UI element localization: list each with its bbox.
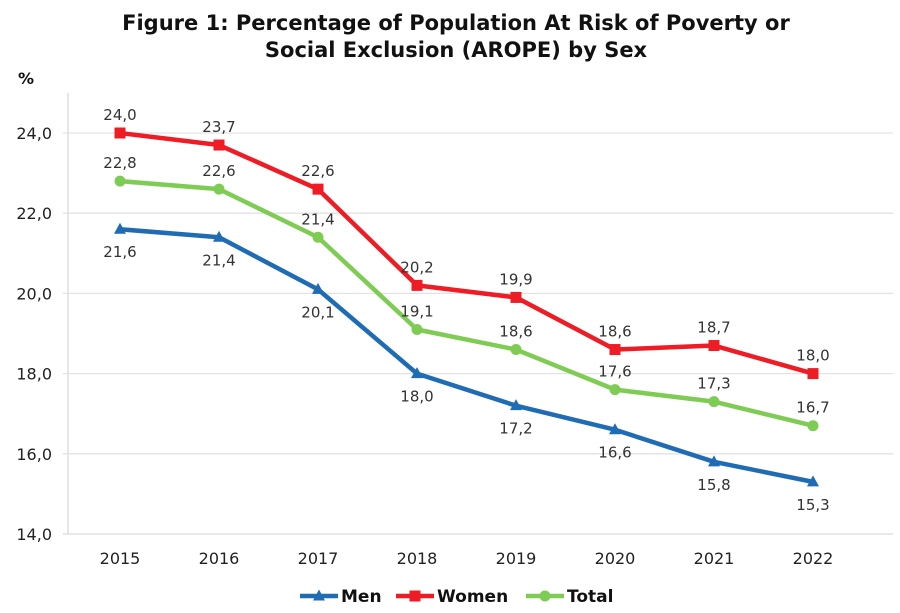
data-label-women: 23,7	[202, 118, 235, 136]
series-line-total	[119, 178, 814, 428]
marker-men	[312, 282, 324, 294]
marker-women	[411, 279, 423, 291]
data-label-women: 18,0	[796, 347, 829, 365]
marker-total	[510, 344, 522, 356]
data-label-women: 20,2	[400, 258, 433, 276]
marker-men	[411, 367, 423, 379]
marker-total	[609, 384, 621, 396]
data-label-men: 15,8	[697, 476, 730, 494]
series-group	[114, 127, 819, 487]
data-label-women: 22,6	[301, 162, 334, 180]
marker-men	[708, 455, 720, 467]
x-axis-ticks: 2015 2016 2017 2018 2019 2020 2021 2022	[100, 549, 834, 568]
legend-item-total: Total	[526, 587, 613, 607]
data-label-total: 18,6	[499, 323, 532, 341]
data-label-women: 19,9	[499, 270, 532, 288]
x-tick-label: 2016	[199, 549, 240, 568]
x-tick-label: 2021	[694, 549, 735, 568]
marker-men	[114, 222, 126, 234]
chart-title-line-2: Social Exclusion (AROPE) by Sex	[265, 38, 648, 62]
data-label-total: 22,8	[103, 154, 136, 172]
x-tick-label: 2022	[793, 549, 834, 568]
y-tick-label: 18,0	[16, 365, 52, 384]
data-label-total: 22,6	[202, 162, 235, 180]
marker-men	[213, 230, 225, 242]
marker-women	[807, 368, 819, 380]
data-label-men: 18,0	[400, 388, 433, 406]
data-label-total: 17,3	[697, 375, 730, 393]
legend-item-women: Women	[396, 587, 508, 607]
legend-label-total: Total	[567, 587, 613, 607]
marker-total	[411, 323, 423, 335]
series-total	[114, 175, 819, 432]
legend-marker-total	[539, 590, 551, 602]
marker-men	[510, 399, 522, 411]
series-line-men	[119, 226, 814, 485]
data-label-women: 18,7	[697, 319, 730, 337]
marker-women	[114, 127, 126, 139]
x-tick-label: 2017	[298, 549, 339, 568]
y-axis-ticks: 14,0 16,0 18,0 20,0 22,0 24,0	[16, 124, 52, 544]
marker-total	[807, 420, 819, 432]
chart-title-line-1: Figure 1: Percentage of Population At Ri…	[122, 11, 790, 35]
series-line-women	[119, 130, 814, 376]
x-tick-label: 2019	[496, 549, 537, 568]
data-label-men: 21,6	[103, 243, 136, 261]
marker-total	[114, 175, 126, 187]
y-tick-label: 16,0	[16, 445, 52, 464]
data-label-total: 17,6	[598, 363, 631, 381]
marker-total	[312, 231, 324, 243]
data-label-total: 16,7	[796, 399, 829, 417]
y-tick-label: 20,0	[16, 284, 52, 303]
x-tick-label: 2015	[100, 549, 141, 568]
data-label-men: 16,6	[598, 444, 631, 462]
y-tick-label: 24,0	[16, 124, 52, 143]
data-label-total: 19,1	[400, 302, 433, 320]
series-women	[114, 127, 819, 380]
marker-women	[213, 139, 225, 151]
legend-item-men: Men	[300, 587, 382, 607]
legend: Men Women Total	[300, 587, 613, 607]
y-tick-label: 14,0	[16, 525, 52, 544]
gridlines	[63, 93, 893, 535]
data-label-men: 21,4	[202, 251, 235, 269]
x-tick-label: 2018	[397, 549, 438, 568]
y-tick-label: 22,0	[16, 204, 52, 223]
legend-marker-men	[313, 589, 325, 601]
marker-women	[708, 340, 720, 352]
legend-marker-women	[409, 590, 421, 602]
x-tick-label: 2020	[595, 549, 636, 568]
marker-women	[609, 344, 621, 356]
marker-women	[510, 291, 522, 303]
data-labels: 21,6 21,4 20,1 18,0 17,2 16,6 15,8 15,3 22,8 22,6…	[103, 106, 829, 514]
marker-men	[807, 475, 819, 487]
marker-women	[312, 183, 324, 195]
data-label-women: 18,6	[598, 323, 631, 341]
marker-total	[708, 396, 720, 408]
data-label-total: 21,4	[301, 210, 334, 228]
marker-total	[213, 183, 225, 195]
data-label-men: 15,3	[796, 496, 829, 514]
marker-men	[609, 423, 621, 435]
data-label-men: 20,1	[301, 303, 334, 321]
y-axis-unit-label: %	[18, 69, 34, 88]
legend-label-women: Women	[437, 587, 508, 607]
legend-label-men: Men	[341, 587, 382, 607]
data-label-men: 17,2	[499, 420, 532, 438]
data-label-women: 24,0	[103, 106, 136, 124]
series-men	[114, 222, 819, 487]
